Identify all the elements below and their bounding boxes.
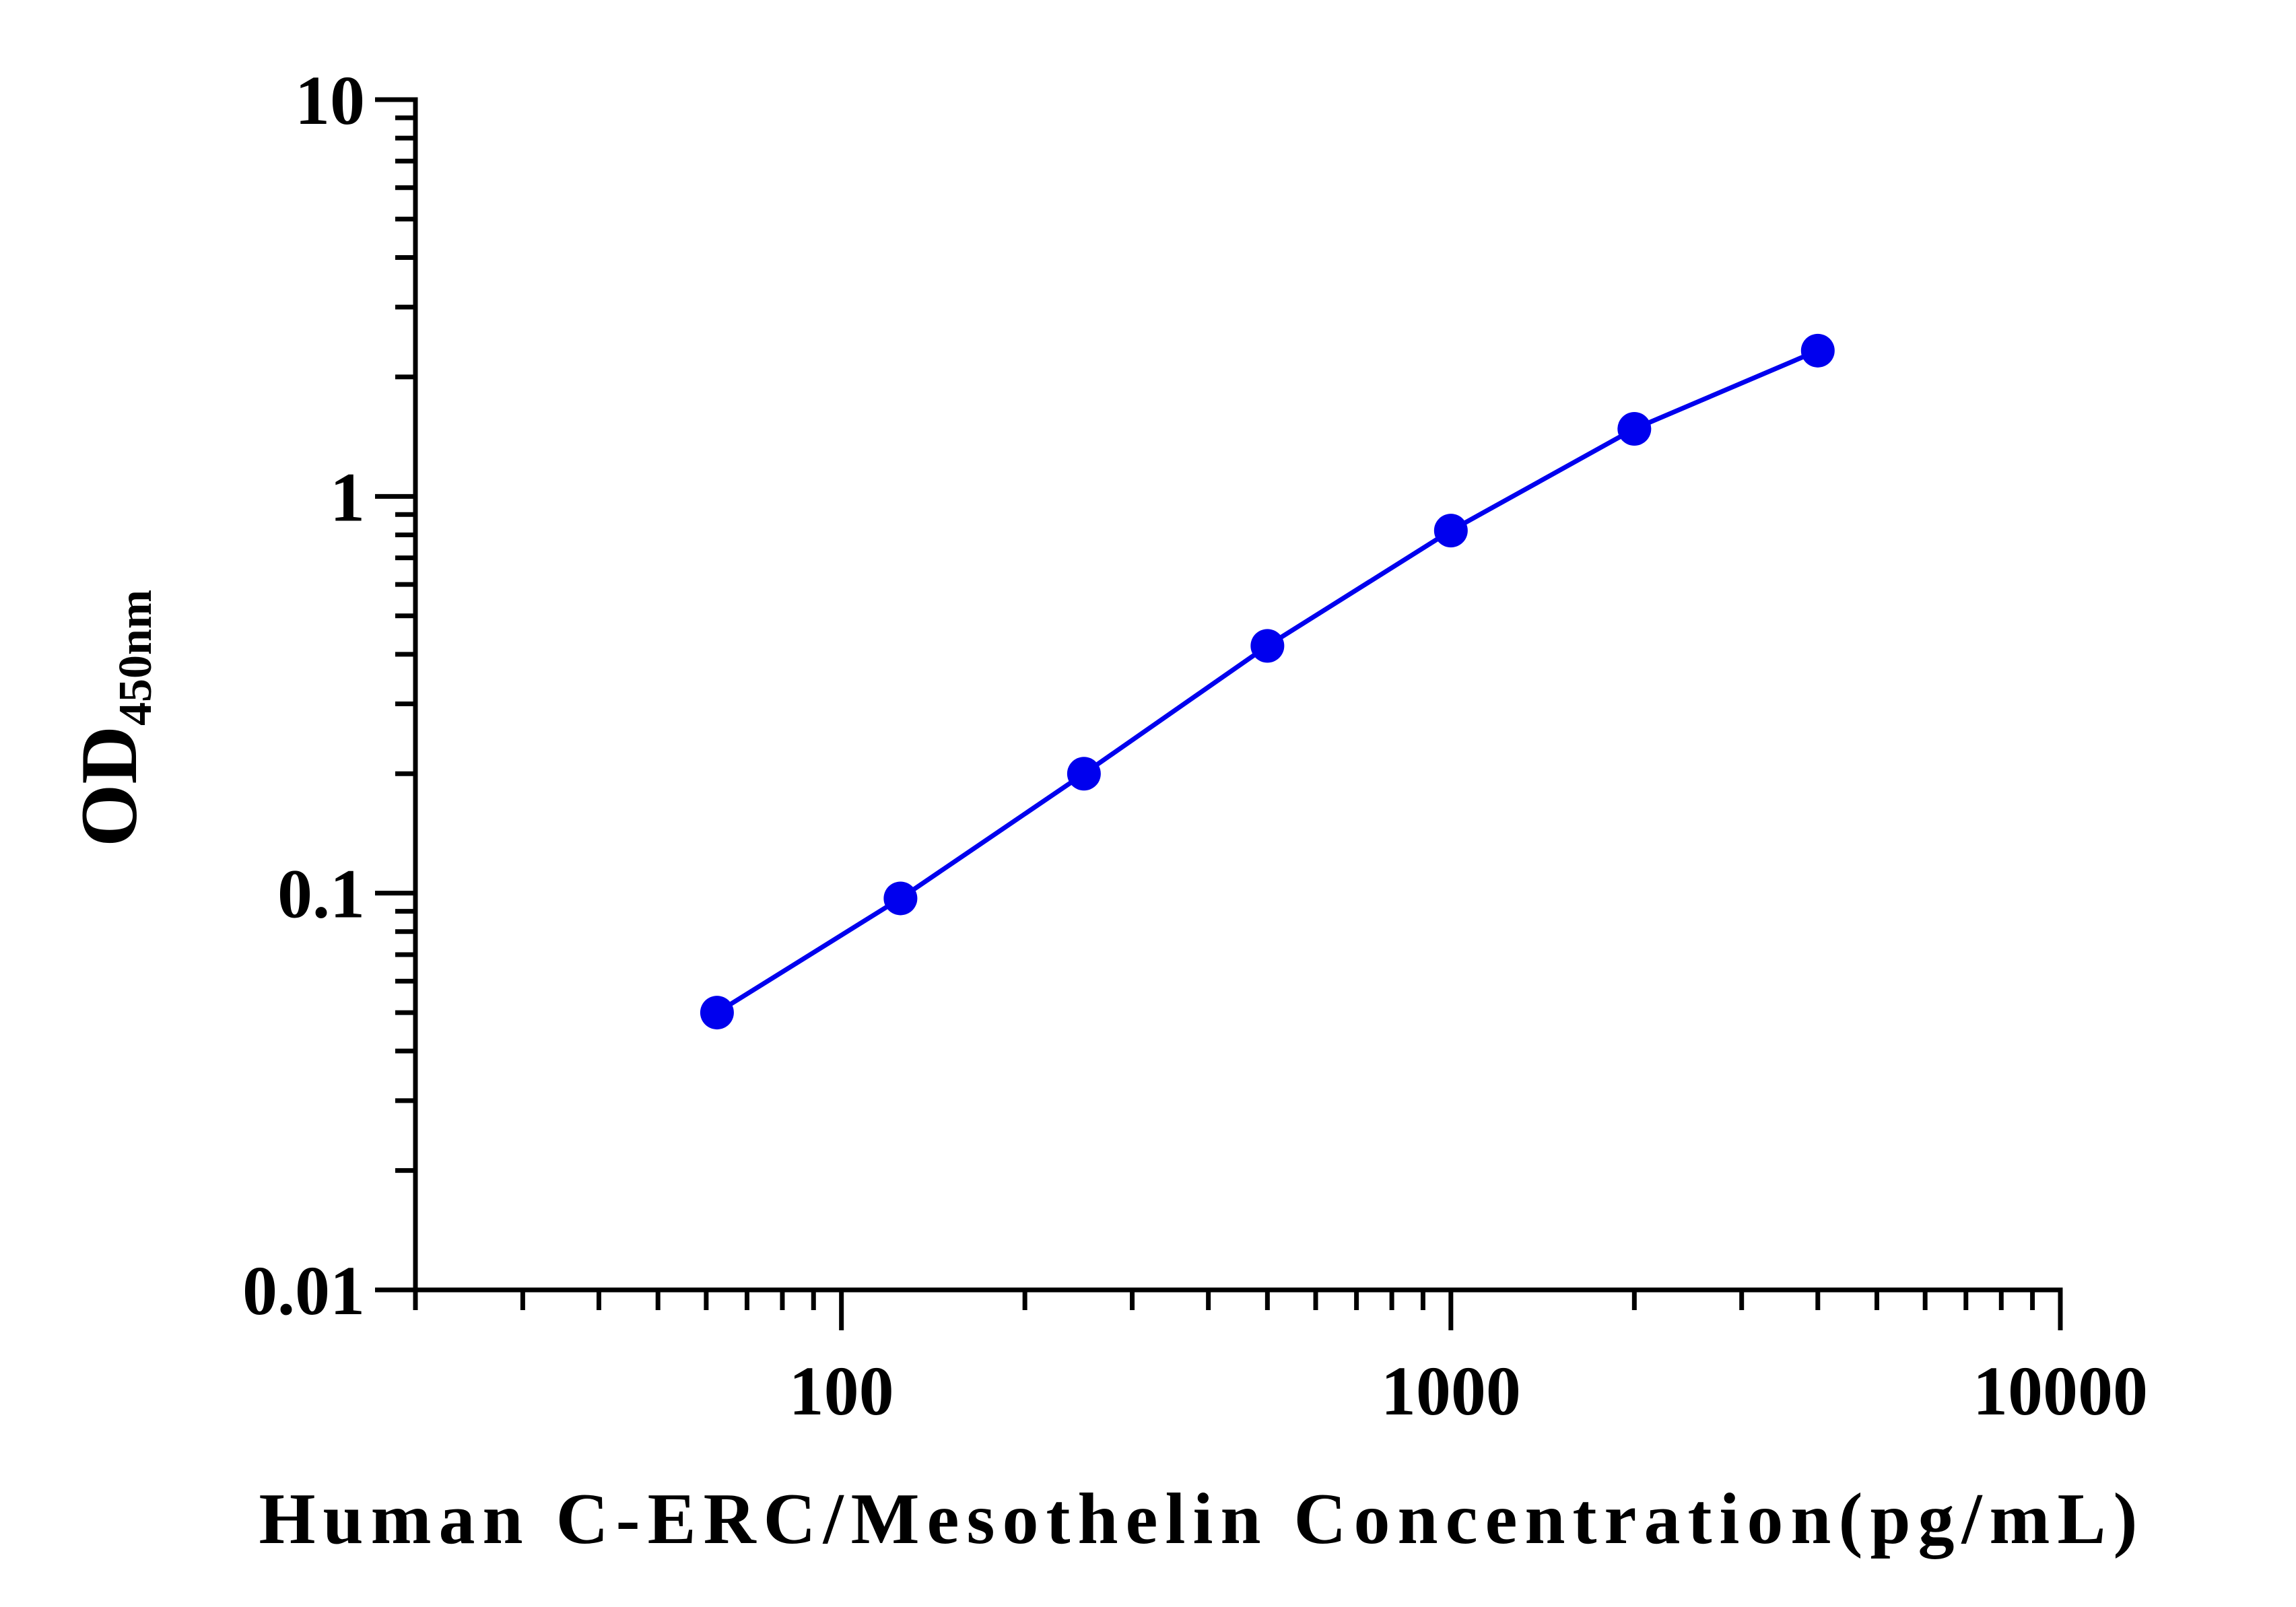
x-axis: 100 1000 10000	[413, 1287, 2148, 1430]
data-series	[700, 333, 1835, 1030]
data-point	[1617, 411, 1652, 446]
x-axis-title: Human C-ERC/Mesothelin Concentration(pg/…	[259, 1479, 2145, 1559]
data-point	[700, 996, 734, 1030]
data-point	[1067, 757, 1101, 791]
y-axis-title: OD450nm	[64, 590, 162, 847]
y-axis: 0.01 0.1 1 10	[242, 62, 418, 1330]
y-tick-label: 0.01	[242, 1252, 365, 1330]
y-axis-title-subscript: 450nm	[110, 590, 162, 726]
x-tick-label: 10000	[1973, 1353, 2148, 1430]
data-point	[1250, 629, 1285, 663]
y-tick-label: 10	[295, 62, 365, 139]
x-tick-label: 1000	[1381, 1353, 1521, 1430]
data-point	[1433, 514, 1468, 548]
y-tick-label: 0.1	[277, 856, 365, 933]
y-axis-title-main: OD	[64, 726, 154, 847]
series-line	[716, 348, 1819, 1015]
data-point	[1800, 333, 1835, 368]
y-tick-label: 1	[330, 458, 365, 536]
data-point	[883, 881, 918, 916]
x-tick-label: 100	[789, 1353, 894, 1430]
